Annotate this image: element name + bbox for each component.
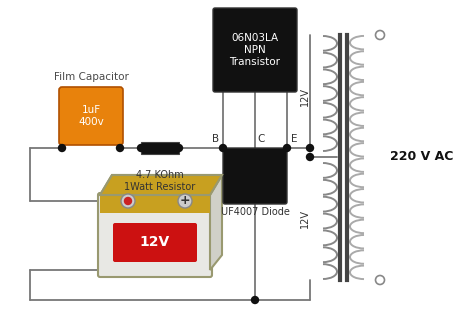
Circle shape	[219, 144, 227, 151]
FancyBboxPatch shape	[59, 87, 123, 145]
Circle shape	[375, 31, 384, 40]
Text: 12V: 12V	[300, 209, 310, 228]
Bar	[141, 142, 179, 154]
Circle shape	[117, 144, 124, 151]
Text: C: C	[257, 134, 264, 144]
Circle shape	[125, 198, 131, 204]
FancyBboxPatch shape	[113, 223, 197, 262]
Circle shape	[175, 144, 182, 151]
Circle shape	[137, 144, 145, 151]
Text: UF4007 Diode: UF4007 Diode	[220, 207, 290, 217]
Polygon shape	[100, 175, 222, 195]
Circle shape	[178, 194, 192, 208]
Text: 4.7 KOhm
1Watt Resistor: 4.7 KOhm 1Watt Resistor	[124, 170, 196, 191]
FancyBboxPatch shape	[223, 148, 287, 204]
Circle shape	[375, 276, 384, 284]
Circle shape	[283, 144, 291, 151]
Text: B: B	[212, 134, 219, 144]
Text: E: E	[291, 134, 298, 144]
Circle shape	[307, 144, 313, 151]
Text: 12V: 12V	[300, 87, 310, 106]
Text: +: +	[180, 195, 191, 208]
Circle shape	[307, 154, 313, 161]
Text: 06N03LA
NPN
Transistor: 06N03LA NPN Transistor	[229, 33, 281, 67]
Text: Film Capacitor: Film Capacitor	[54, 72, 128, 82]
Text: 12V: 12V	[140, 235, 170, 250]
Polygon shape	[100, 175, 222, 195]
Circle shape	[252, 296, 258, 303]
Text: 1uF
400v: 1uF 400v	[78, 105, 104, 127]
Circle shape	[121, 194, 135, 208]
FancyBboxPatch shape	[213, 8, 297, 92]
Polygon shape	[210, 175, 222, 270]
Circle shape	[58, 144, 65, 151]
Text: 220 V AC: 220 V AC	[390, 150, 453, 163]
FancyBboxPatch shape	[98, 193, 212, 277]
Bar	[100, 195, 210, 213]
